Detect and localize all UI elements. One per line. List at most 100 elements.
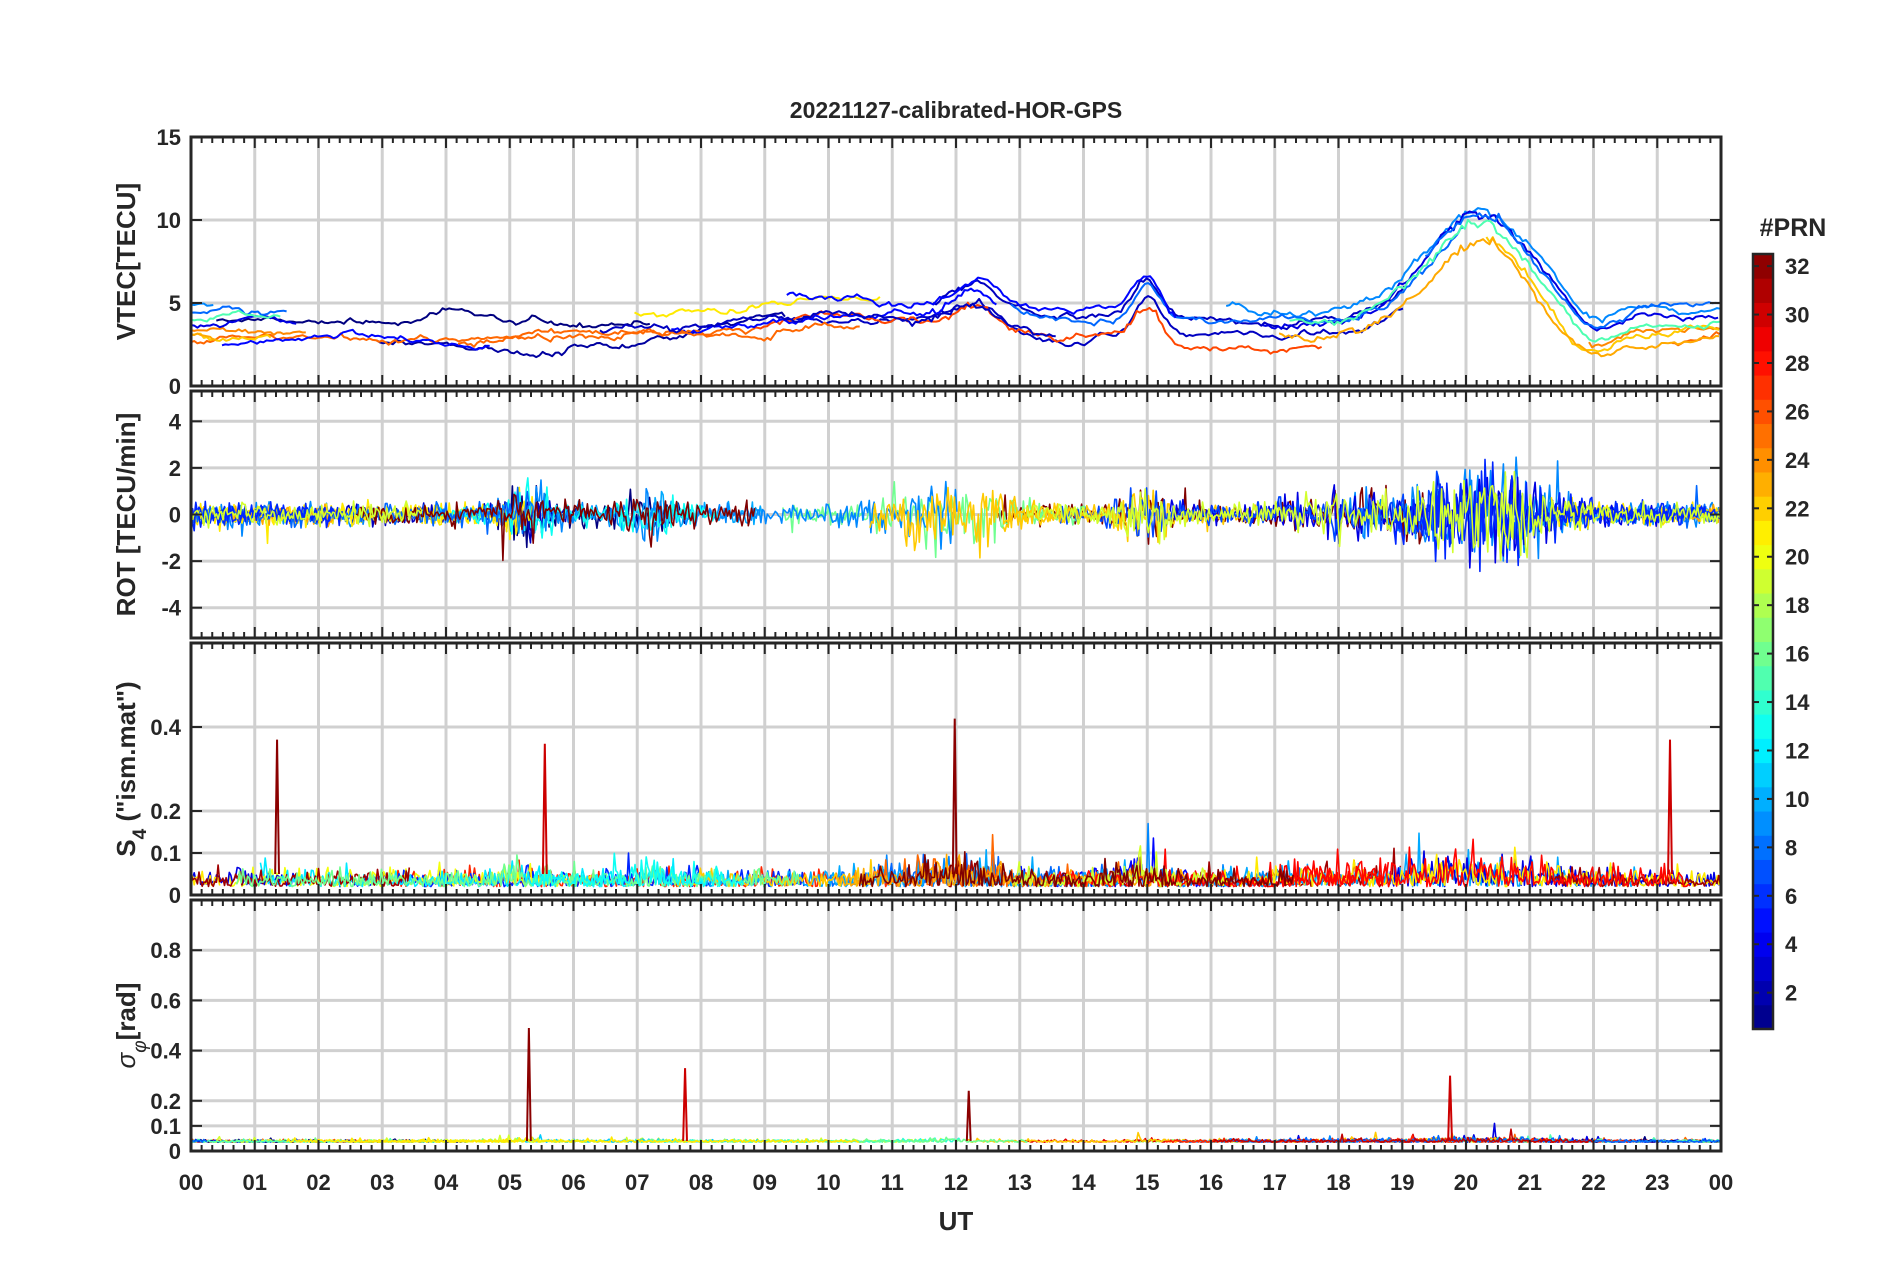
y-tick-label: 15 [157,125,181,150]
trace-prn-25 [457,321,860,348]
colorbar-band [1753,617,1773,642]
trace-prn-3 [778,295,1404,348]
colorbar-tick-label: 6 [1785,884,1797,909]
trace-prn-31 [1545,866,1721,888]
y-tick-label: 0.6 [150,988,181,1013]
x-tick-label: 17 [1263,1170,1287,1195]
trace-prn-5 [786,275,1177,319]
spike-mark [951,718,958,875]
y-tick-label: 0 [169,883,181,908]
trace-prn-15 [191,309,281,323]
x-tick-label: 23 [1645,1170,1669,1195]
panel-traces [191,718,1721,888]
colorbar-band [1753,907,1773,933]
y-tick-label: 0.1 [150,1114,181,1139]
panel-sigma: 00.10.2 0.4 0.6 0.8 σφ[rad] [111,898,1723,1164]
colorbar-band [1753,471,1773,497]
spike-mark [541,743,548,875]
colorbar-band [1753,835,1773,860]
y-label-main: VTEC[TECU] [111,183,141,340]
panel-traces [191,207,1721,359]
colorbar-band [1753,593,1773,618]
x-axis-label: UT [939,1206,974,1236]
trace-prn-16 [235,854,800,888]
x-tick-label: 11 [881,1170,904,1195]
y-tick-label: 0.2 [150,1089,181,1114]
y-tick-label: 4 [169,409,182,434]
colorbar-tick-label: 18 [1785,593,1809,618]
trace-prn-4 [191,315,297,329]
colorbar-band [1753,423,1773,449]
trace-prn-19 [1025,471,1516,562]
colorbar-band [1753,254,1773,279]
spike-mark [1667,739,1673,875]
colorbar-tick-label: 22 [1785,496,1809,521]
trace-prn-22 [674,858,874,888]
y-axis-label-rot: ROT [TECU/min] [111,413,141,617]
colorbar-tick-label: 16 [1785,642,1809,667]
panel-grid [189,900,1723,1153]
y-axis-label-s4: S4 ("ism.mat") [111,681,151,856]
colorbar-tick-label: 20 [1785,545,1809,570]
trace-prn-8 [191,1138,208,1143]
trace-prn-32 [354,493,756,562]
spike-mark [965,1090,972,1141]
y-tick-label: 0.1 [150,841,181,866]
trace-prn-3 [599,302,1056,338]
trace-prn-21 [349,1136,859,1143]
y-tick-label: 10 [157,208,181,233]
colorbar-band [1753,641,1773,667]
y-tick-label: 0 [169,1139,181,1164]
trace-prn-22 [1485,236,1720,353]
trace-prn-22 [869,486,1126,559]
x-tick-label: 15 [1135,1170,1159,1195]
colorbar-band [1753,326,1773,352]
spike-mark [274,739,280,875]
colorbar-tick-label: 30 [1785,303,1809,328]
panel-grid [189,135,1723,388]
colorbar-band [1753,665,1773,691]
colorbar-frame [1751,252,1775,1031]
trace-prn-21 [191,870,221,887]
colorbar-band [1753,859,1773,885]
spike-mark [682,1068,688,1141]
colorbar-band [1753,520,1773,546]
colorbar-tick-label: 14 [1785,690,1810,715]
y-tick-label: 0.8 [150,938,181,963]
colorbar-tick-label: 32 [1785,254,1809,279]
trace-prn-15 [1289,218,1720,343]
colorbar-title: #PRN [1760,214,1827,242]
y-label-sub: 4 [130,828,151,839]
trace-prn-5 [221,328,490,351]
y-label-main: ROT [TECU/min] [111,413,141,617]
y-label-main: S [111,839,141,856]
colorbar-tick-label: 12 [1785,738,1809,763]
trace-prn-19 [1492,470,1721,559]
x-tick-label: 19 [1390,1170,1414,1195]
trace-prn-4 [1262,210,1719,332]
trace-prn-8 [1010,226,1465,327]
panel-s4: 00.10.20.4S4 ("ism.mat") [111,641,1723,908]
x-tick-label: 00 [179,1170,203,1195]
trace-prn-22 [191,332,272,342]
trace-prn-24 [191,327,306,336]
y-tick-label: 0.4 [150,715,181,740]
y-tick-label: -2 [161,549,181,574]
colorbar-tick-label: 10 [1785,787,1809,812]
x-tick-label: 03 [370,1170,394,1195]
x-tick-label: 01 [243,1170,267,1195]
colorbar-tick-label: 4 [1785,932,1798,957]
trace-prn-8 [1425,212,1719,329]
colorbar-tick-label: 26 [1785,399,1809,424]
colorbar-band [1753,350,1773,376]
y-tick-label: 0 [169,374,181,399]
colorbar-band [1753,399,1773,425]
colorbar-band [1753,689,1773,715]
colorbar-tick-label: 2 [1785,981,1797,1006]
y-label-sub: φ [130,1040,151,1052]
colorbar-tick-label: 8 [1785,835,1797,860]
y-label-main: σ [111,1051,141,1068]
y-tick-label: 0.4 [150,1039,181,1064]
colorbar-tick-label: 28 [1785,351,1809,376]
colorbar-band [1753,883,1773,909]
